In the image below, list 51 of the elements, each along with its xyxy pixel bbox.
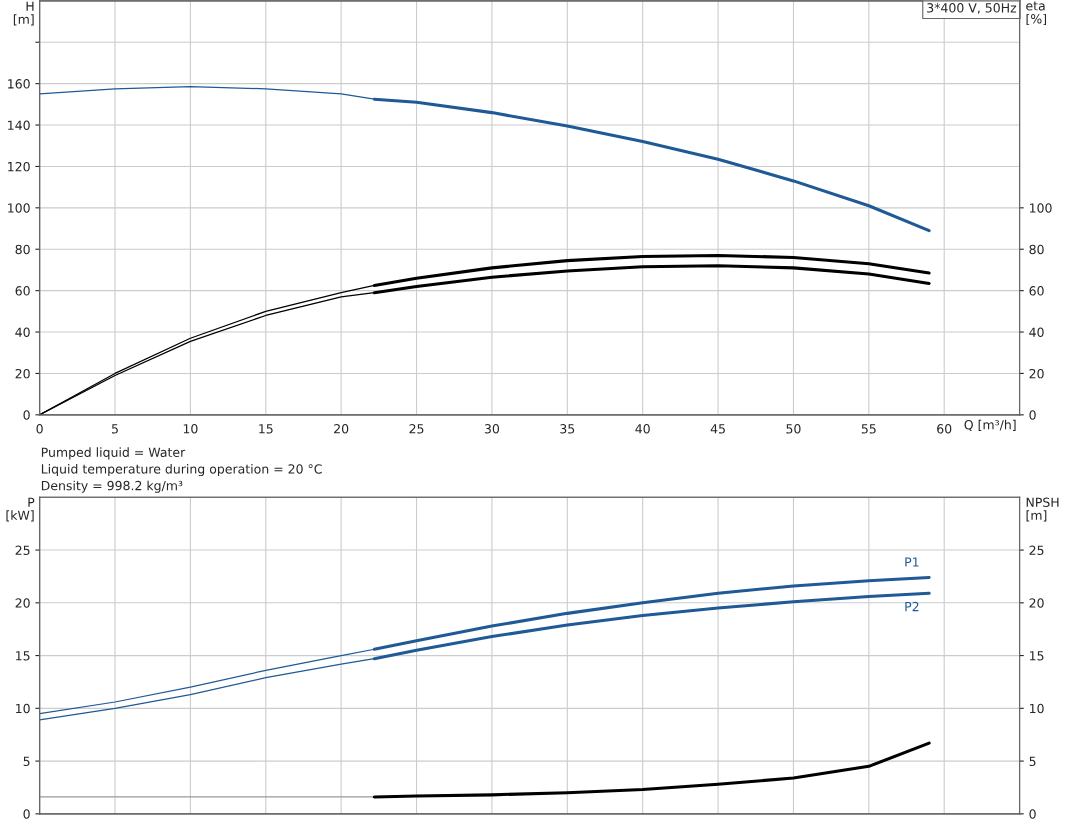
x-tick-label: 50 [786, 424, 801, 434]
text: Liquid temperature during operation = 20 °C [41, 463, 322, 477]
y-tick-label: 5 [23, 756, 30, 767]
y-tick-label: 40 [15, 327, 30, 337]
text: Pumped liquid = Water [41, 447, 186, 460]
y-axis-title: P [kW] [6, 497, 35, 522]
y-tick-label: 15 [16, 651, 30, 661]
x-tick-label: 10 [183, 424, 198, 434]
x-tick-label: 60 [937, 424, 952, 434]
x-tick-label: 20 [334, 424, 349, 434]
x-tick-label: 45 [710, 424, 725, 434]
y-tick-label: 60 [15, 286, 30, 296]
y2-tick-label: 15 [1029, 651, 1044, 661]
y2-tick-label: 25 [1029, 545, 1044, 555]
y-tick-label: 0 [23, 809, 30, 819]
y2-tick-label: 100 [1029, 203, 1052, 213]
y-tick-label: 0 [23, 410, 30, 420]
series-label: P2 [905, 601, 919, 612]
y-tick-label: 20 [15, 368, 30, 379]
y2-tick-label: 20 [1029, 598, 1044, 608]
y2-tick-label: 60 [1029, 286, 1044, 296]
y-tick-label: 10 [16, 703, 30, 714]
y2-tick-label: 10 [1029, 703, 1044, 714]
x-tick-label: 35 [560, 424, 575, 434]
y-tick-label: 20 [15, 598, 30, 608]
y2-tick-label: 0 [1029, 809, 1036, 819]
x-tick-label: 15 [259, 424, 273, 434]
x-axis-title: Q [m³/h] [964, 419, 1016, 431]
y2-tick-label: 40 [1029, 327, 1044, 337]
x-tick-label: 25 [409, 424, 424, 434]
y2-tick-label: 80 [1029, 244, 1044, 255]
y2-tick-label: 5 [1029, 756, 1036, 767]
y2-axis-title: NPSH [m] [1026, 497, 1059, 522]
x-tick-label: 55 [861, 424, 876, 434]
series-label: P1 [905, 557, 919, 567]
text: Density = 998.2 kg/m³ [41, 480, 183, 493]
y-tick-label: 140 [8, 120, 30, 130]
x-tick-label: 0 [36, 424, 43, 434]
y2-tick-label: 0 [1029, 410, 1036, 420]
x-tick-label: 40 [635, 424, 650, 434]
chart-title: 3*400 V, 50Hz [927, 3, 1017, 14]
y2-tick-label: 20 [1029, 368, 1044, 379]
x-tick-label: 5 [112, 424, 118, 434]
y-tick-label: 80 [15, 244, 30, 255]
y-tick-label: 120 [8, 161, 30, 172]
y-axis-title: H [m] [13, 1, 34, 26]
y-tick-label: 25 [15, 545, 30, 555]
x-tick-label: 30 [484, 424, 500, 434]
y-tick-label: 160 [8, 79, 30, 89]
y-tick-label: 100 [8, 203, 30, 213]
y2-axis-title: eta [%] [1026, 1, 1047, 26]
